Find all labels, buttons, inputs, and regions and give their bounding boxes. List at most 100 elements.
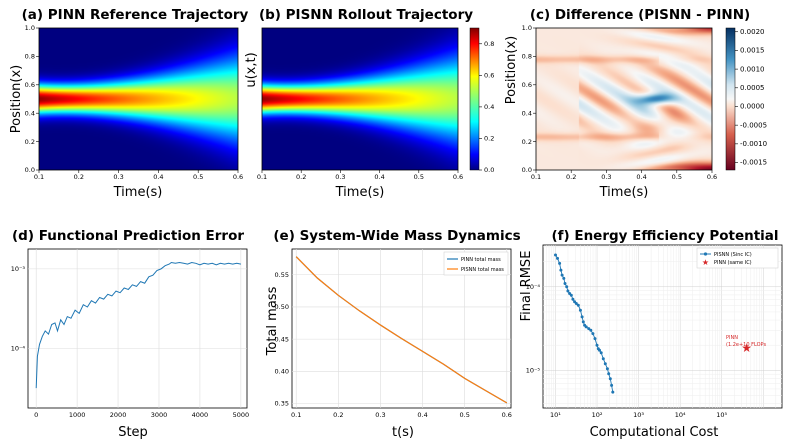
panel-d-xtick-label-4: 4000	[192, 411, 209, 419]
panel-a-axes: 0.1 0.2 0.3 0.4 0.5 0.6 0.0 0.2 0.4 0.6 0.8 1.0	[25, 24, 244, 181]
panel-f-series-0-point-4	[560, 273, 564, 277]
panel-f-series-0-point-14	[576, 303, 580, 307]
panel-a-frame	[38, 27, 239, 171]
panel-b-xtick-label-5: 0.6	[453, 173, 463, 181]
panel-e-axes: 0.1 0.2 0.3 0.4 0.5 0.6 0.35 0.40 0.45 0.50 0.55	[275, 249, 512, 419]
panel-e-xtick-label-3: 0.4	[417, 411, 427, 419]
panel-d-xlabel: Step	[118, 425, 148, 440]
panel-d-xtick-label-3: 3000	[151, 411, 168, 419]
panel-d-xtick-label-2: 2000	[110, 411, 127, 419]
panel-f-legend-label-0: PISNN (Sinc IC)	[714, 252, 752, 258]
panel-f-series-0-point-6	[563, 282, 567, 285]
panel-a-xtick-label-0: 0.1	[34, 173, 44, 181]
panel-a-xlabel: Time(s)	[113, 185, 163, 200]
panel-a-xtick-label-1: 0.2	[74, 173, 84, 181]
panel-a-ytick-label-1: 0.2	[25, 138, 35, 146]
panel-a-title: (a) PINN Reference Trajectory	[22, 7, 249, 23]
panel-d-xtick-label-1: 1000	[69, 411, 86, 419]
panel-d-ytick-label-0: 10⁻⁴	[11, 345, 26, 353]
panel-d-xtick-label-0: 0	[34, 411, 38, 419]
panel-f-series-0-point-29	[603, 362, 607, 366]
panel-d-plot	[35, 261, 241, 389]
panel-f-series-0-point-28	[601, 357, 605, 361]
panel-c-title: (c) Difference (PISNN - PINN)	[530, 7, 750, 23]
panel-d: (d) Functional Prediction Error 0 1000 200…	[11, 228, 249, 440]
panel-b-cbar-label-2: 0.4	[484, 103, 494, 111]
panel-e-xtick-label-4: 0.5	[460, 411, 470, 419]
panel-d-ytick-label-1: 10⁻³	[11, 265, 26, 273]
panel-b-heatmap	[262, 28, 458, 170]
panel-b-xtick-label-3: 0.4	[374, 173, 384, 181]
panel-f-series-0-point-32	[608, 377, 612, 381]
panel-e-xtick-label-0: 0.1	[291, 411, 301, 419]
panel-c-xtick-label-5: 0.6	[707, 173, 717, 181]
panel-e-title: (e) System-Wide Mass Dynamics	[273, 228, 520, 244]
panel-c-ytick-label-4: 0.8	[522, 53, 532, 61]
panel-b-cbar-label-0: 0.0	[484, 166, 494, 174]
panel-f-series-0-point-21	[589, 328, 593, 332]
panel-b-axes: 0.1 0.2 0.3 0.4 0.5 0.6 0.0 0.2 0.4 0.6 0.8	[257, 40, 495, 181]
panel-b-xlabel: Time(s)	[335, 185, 385, 200]
panel-f-series-0-point-15	[578, 308, 582, 312]
panel-f-series-0-point-3	[559, 268, 563, 272]
panel-b-cbar-label-4: 0.8	[484, 40, 494, 48]
panel-b-xtick-label-0: 0.1	[257, 173, 267, 181]
panel-c-heatmap	[536, 28, 712, 170]
panel-f-series-0-point-26	[598, 348, 601, 352]
panel-f-title: (f) Energy Efficiency Potential	[551, 228, 778, 244]
panel-a-xtick-label-2: 0.3	[113, 173, 123, 181]
panel-f-series-0-point-23	[593, 337, 597, 341]
panel-a-heatmap	[39, 28, 238, 170]
panel-f-series-0-point-33	[610, 383, 614, 387]
panel-e-ytick-label-0: 0.35	[275, 400, 289, 408]
panel-e-legend: PINN total mass PISNN total mass	[443, 251, 509, 276]
panel-e-legend-label-1: PISNN total mass	[461, 267, 504, 273]
panel-e: (e) System-Wide Mass Dynamics 0.1 0.2 0.3 0…	[265, 228, 521, 440]
panel-f: (f) Energy Efficiency Potential 10¹ 10² 10…	[519, 228, 783, 440]
panel-f-series-1-point-0: ★	[741, 341, 752, 355]
panel-f-series-0-point-31	[607, 372, 611, 376]
panel-f-xtick-label-3: 10⁴	[675, 411, 686, 419]
panel-e-legend-label-0: PINN total mass	[461, 257, 501, 263]
panel-c-xtick-label-2: 0.3	[601, 173, 611, 181]
panel-a-xtick-label-5: 0.6	[233, 173, 243, 181]
panel-e-frame	[291, 248, 512, 409]
panel-b-xtick-label-4: 0.5	[414, 173, 424, 181]
panel-f-series-0-point-10	[569, 293, 573, 297]
panel-f-annotation-line2: (1.2e+10 FLOPs	[726, 342, 766, 348]
panel-b-cbar-label-1: 0.2	[484, 135, 494, 143]
panel-d-title: (d) Functional Prediction Error	[12, 228, 244, 244]
panel-f-series-0-point-17	[581, 320, 585, 324]
panel-f-frame	[542, 244, 783, 409]
panel-c: (c) Difference (PISNN - PINN) 0.1 0.2 0.3 0…	[504, 7, 767, 200]
panel-c-cbar-label-7: -0.0015	[740, 159, 767, 167]
panel-c-axes: 0.1 0.2 0.3 0.4 0.5 0.6 0.0 0.2 0.4 0.6 0.8 1.0 0.00…	[522, 24, 767, 181]
panel-f-xlabel: Computational Cost	[590, 425, 719, 440]
panel-f-xtick-label-4: 10⁵	[716, 411, 727, 419]
panel-f-series-0-point-22	[591, 332, 595, 336]
panel-e-xtick-label-1: 0.2	[333, 411, 343, 419]
panel-d-xtick-label-5: 5000	[233, 411, 250, 419]
panel-c-colorbar	[725, 27, 736, 171]
panel-e-ytick-label-3: 0.50	[275, 303, 289, 311]
panel-c-xtick-label-4: 0.5	[672, 173, 682, 181]
panel-f-ytick-label-1: 10⁻⁵	[526, 367, 541, 375]
panel-b-colorbar	[469, 27, 480, 171]
panel-c-cbar-label-4: 0.0000	[740, 103, 765, 111]
panel-a-xtick-label-3: 0.4	[153, 173, 163, 181]
panel-e-xtick-label-5: 0.6	[502, 411, 512, 419]
panel-b: (b) PISNN Rollout Trajectory 0.1 0.2 0.3 0.…	[244, 7, 494, 200]
panel-e-ytick-label-1: 0.40	[275, 368, 289, 376]
panel-b-cbar-label-3: 0.6	[484, 72, 494, 80]
panel-a-xtick-label-4: 0.5	[193, 173, 203, 181]
panel-c-ytick-label-5: 1.0	[522, 24, 532, 32]
panel-e-series-1-line	[295, 256, 508, 404]
panel-b-frame	[261, 27, 459, 171]
panel-f-plot: ★	[554, 253, 752, 394]
panel-d-axes: 0 1000 2000 3000 4000 5000 10⁻⁴ 10⁻³	[11, 249, 249, 419]
panel-f-series-0-point-30	[605, 367, 609, 371]
panel-a-ytick-label-5: 1.0	[25, 24, 35, 32]
panel-e-plot	[295, 256, 508, 404]
panel-e-xtick-label-2: 0.3	[375, 411, 385, 419]
panel-f-legend: PISNN (Sinc IC) ★ PINN (same IC)	[696, 247, 779, 269]
